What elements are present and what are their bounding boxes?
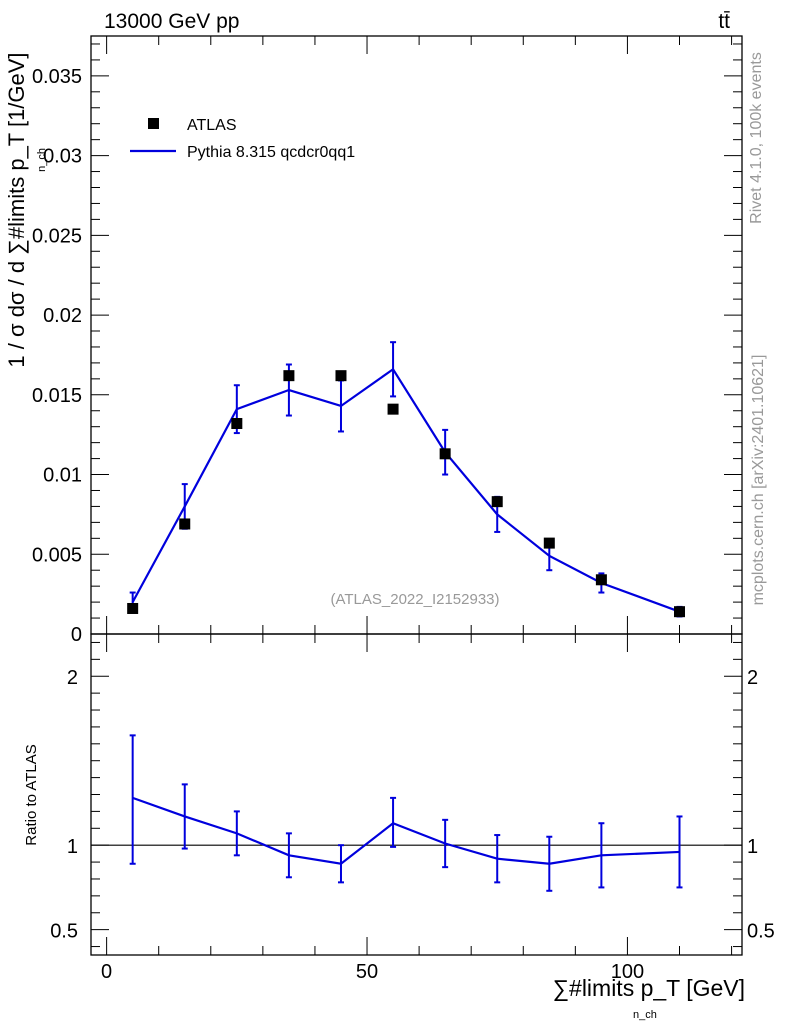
x-tick-label: 50 [356,961,378,983]
atlas-data-point [674,606,686,618]
ratio-axis-ticks: 0.5 0.5 1 1 2 2 0 50 100 [50,634,775,983]
atlas-data-point [439,448,451,460]
x-axis-label: ∑#limits p_T [GeV] [553,975,745,1001]
ratio-y-tick-label: 2 [67,667,78,689]
atlas-data-point [127,602,139,614]
atlas-data-point [491,496,503,508]
legend: ATLAS Pythia 8.315 qcdcr0qq1 [130,117,355,161]
ratio-series [129,734,683,892]
ratio-y-tick-label: 0.5 [50,921,78,943]
main-y-tick-label: 0 [71,624,82,646]
main-y-tick-label: 0.005 [32,544,82,566]
legend-data-marker [148,118,159,129]
atlas-data-point [543,537,555,549]
process-label: tt̄ [718,10,730,33]
main-y-axis-label: 1 / σ dσ / d ∑#limits p_T [1/GeV] [4,52,29,367]
analysis-id: (ATLAS_2022_I2152933) [330,591,499,608]
atlas-data-point [387,403,399,415]
main-y-tick-label: 0.01 [43,465,82,487]
main-series [127,341,686,618]
main-y-tick-label: 0.025 [32,225,82,247]
main-y-tick-label: 0.03 [43,146,82,168]
x-axis-sub: n_ch [633,1009,657,1021]
main-y-tick-label: 0.035 [32,66,82,88]
legend-mc-label: Pythia 8.315 qcdcr0qq1 [187,144,355,161]
energy-label: 13000 GeV pp [104,10,239,33]
x-tick-label: 0 [101,961,112,983]
ratio-y-axis-label: Ratio to ATLAS [23,744,40,845]
ratio-y-tick-label-right: 2 [747,667,758,689]
atlas-data-point [283,370,295,382]
mcplots-url-text: mcplots.cern.ch [arXiv:2401.10621] [750,355,767,606]
legend-data-label: ATLAS [187,117,237,134]
ratio-y-tick-label-right: 0.5 [747,921,775,943]
atlas-data-point [335,370,347,382]
ratio-y-tick-label: 1 [67,836,78,858]
atlas-data-point [231,418,243,430]
x-tick-label: 100 [611,961,644,983]
ratio-y-tick-label-right: 1 [747,836,758,858]
main-y-tick-label: 0.015 [32,385,82,407]
atlas-data-point [595,574,607,586]
atlas-data-point [179,518,191,530]
ratio-panel-frame [90,633,743,956]
main-y-axis-sub: n_ch [36,148,48,172]
ratio-series-line [132,796,680,865]
rivet-version-text: Rivet 4.1.0, 100k events [748,52,765,224]
main-axis-ticks: 0 0.005 0.01 0.015 0.02 0.025 0.03 0.035 [32,36,742,646]
main-y-tick-label: 0.02 [43,305,82,327]
